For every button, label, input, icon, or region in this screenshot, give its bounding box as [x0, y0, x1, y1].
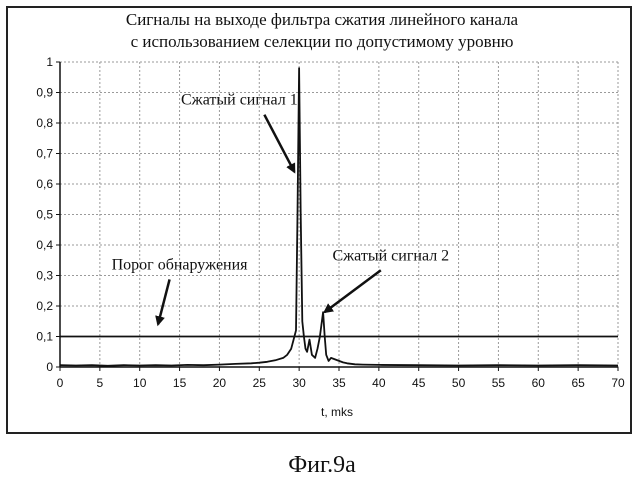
y-tick-label: 0,5 — [36, 208, 53, 222]
annotation-arrow — [158, 279, 170, 324]
axes — [56, 62, 618, 371]
x-tick-label: 70 — [611, 376, 625, 390]
x-tick-label: 10 — [133, 376, 147, 390]
x-tick-label: 35 — [332, 376, 346, 390]
x-tick-label: 60 — [532, 376, 546, 390]
annotation-label: Сжатый сигнал 2 — [332, 247, 449, 264]
y-tick-label: 0 — [46, 360, 53, 374]
y-tick-label: 0,2 — [36, 299, 53, 313]
x-axis-label: t, mks — [321, 405, 353, 419]
y-tick-label: 0,6 — [36, 177, 53, 191]
x-tick-label: 15 — [173, 376, 187, 390]
y-tick-label: 0,7 — [36, 147, 53, 161]
y-tick-label: 0,4 — [36, 238, 53, 252]
x-tick-label: 65 — [571, 376, 585, 390]
annotations: Сжатый сигнал 1 Сжатый сигнал 2 Порог обна… — [112, 92, 450, 325]
grid — [60, 62, 618, 367]
x-tick-label: 20 — [213, 376, 227, 390]
x-tick-label: 40 — [372, 376, 386, 390]
x-tick-label: 25 — [253, 376, 267, 390]
signal-series-line — [60, 68, 618, 366]
tick-labels: 0 5 10 15 20 25 30 35 40 45 50 55 60 65 70 0 0,1 0,2 0,3 0,… — [36, 55, 625, 390]
annotation-label: Сжатый сигнал 1 — [181, 92, 298, 109]
y-tick-label: 1 — [46, 55, 53, 69]
y-tick-label: 0,8 — [36, 116, 53, 130]
x-tick-label: 30 — [292, 376, 306, 390]
x-tick-label: 5 — [97, 376, 104, 390]
figure-caption: Фиг.9а — [0, 452, 644, 479]
y-tick-label: 0,1 — [36, 330, 53, 344]
x-tick-label: 55 — [492, 376, 506, 390]
series-layer — [60, 68, 618, 366]
y-tick-label: 0,9 — [36, 86, 53, 100]
annotation-label: Порог обнаружения — [112, 256, 249, 273]
x-tick-label: 0 — [57, 376, 64, 390]
x-tick-label: 45 — [412, 376, 426, 390]
y-tick-label: 0,3 — [36, 269, 53, 283]
x-tick-label: 50 — [452, 376, 466, 390]
